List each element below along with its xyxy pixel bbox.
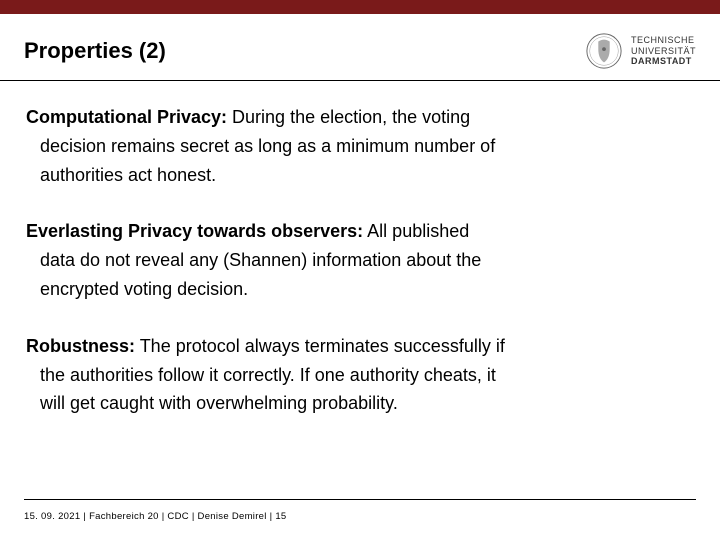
p3-line2: the authorities follow it correctly. If …: [26, 361, 694, 390]
p3-line3: will get caught with overwhelming probab…: [26, 389, 694, 418]
p1-lead: Computational Privacy:: [26, 107, 227, 127]
uni-line2: UNIVERSITÄT: [631, 46, 696, 56]
uni-line1: TECHNISCHE: [631, 35, 696, 45]
top-accent-bar: [0, 0, 720, 14]
p3-line1: The protocol always terminates successfu…: [135, 336, 505, 356]
athena-seal-icon: [585, 32, 623, 70]
p2-line3: encrypted voting decision.: [26, 275, 694, 304]
p2-line2: data do not reveal any (Shannen) informa…: [26, 246, 694, 275]
p1-line3: authorities act honest.: [26, 161, 694, 190]
footer-divider: [24, 499, 696, 500]
p2-lead: Everlasting Privacy towards observers:: [26, 221, 363, 241]
p2-line1: All published: [363, 221, 469, 241]
p3-lead: Robustness:: [26, 336, 135, 356]
university-name: TECHNISCHE UNIVERSITÄT DARMSTADT: [631, 35, 696, 66]
paragraph-robustness: Robustness: The protocol always terminat…: [26, 332, 694, 418]
paragraph-computational-privacy: Computational Privacy: During the electi…: [26, 103, 694, 189]
footer-text: 15. 09. 2021 | Fachbereich 20 | CDC | De…: [24, 511, 286, 522]
slide-title: Properties (2): [24, 38, 166, 64]
uni-line3: DARMSTADT: [631, 56, 696, 66]
p1-line2: decision remains secret as long as a min…: [26, 132, 694, 161]
university-logo-block: TECHNISCHE UNIVERSITÄT DARMSTADT: [585, 32, 696, 70]
paragraph-everlasting-privacy: Everlasting Privacy towards observers: A…: [26, 217, 694, 303]
header: Properties (2) TECHNISCHE UNIVERSITÄT DA…: [0, 14, 720, 81]
p1-line1: During the election, the voting: [227, 107, 470, 127]
content-area: Computational Privacy: During the electi…: [0, 81, 720, 418]
